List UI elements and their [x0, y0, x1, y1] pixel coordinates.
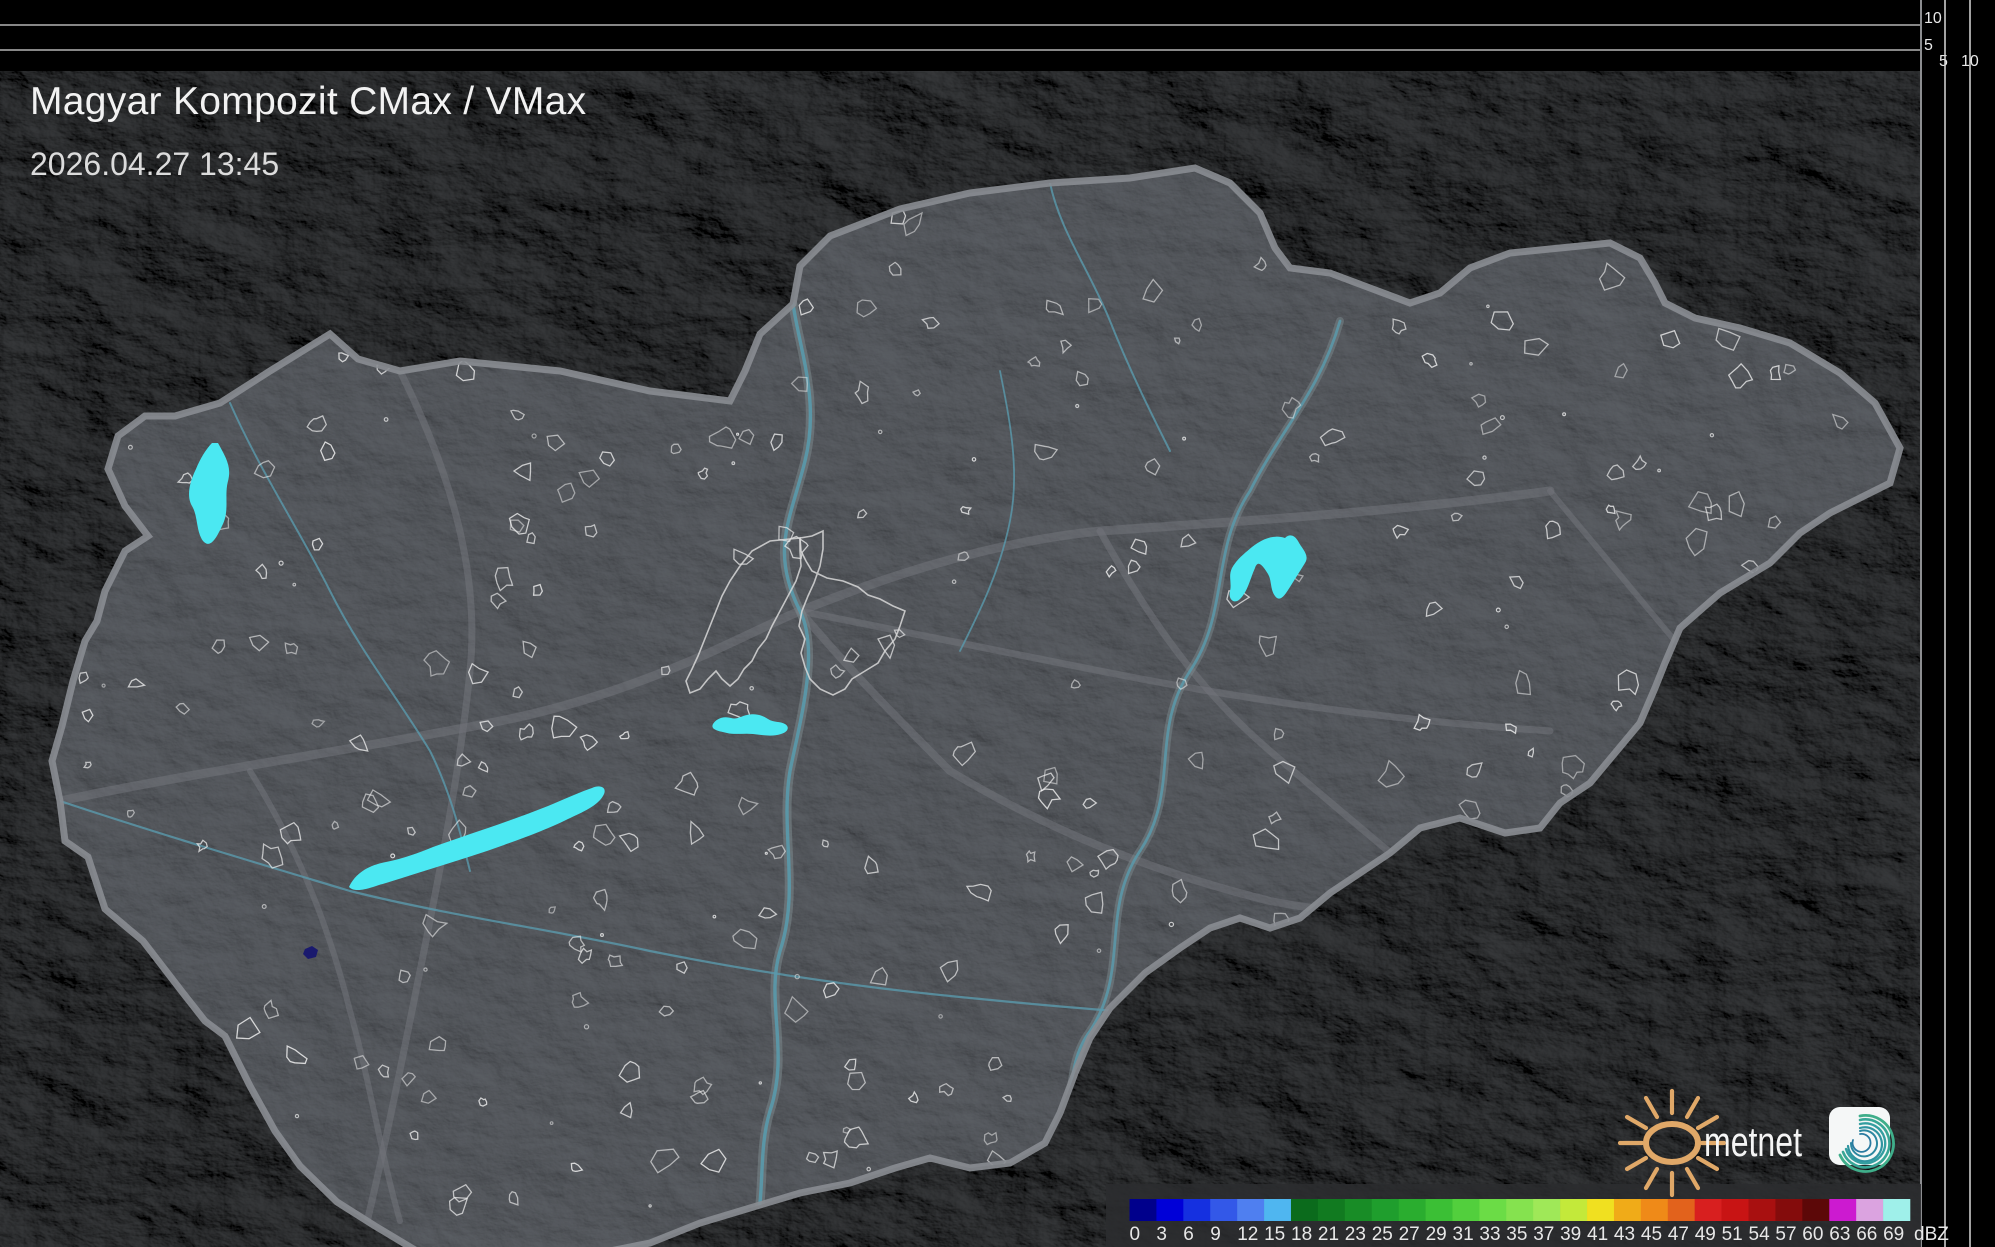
svg-text:metnet: metnet: [1704, 1118, 1802, 1165]
